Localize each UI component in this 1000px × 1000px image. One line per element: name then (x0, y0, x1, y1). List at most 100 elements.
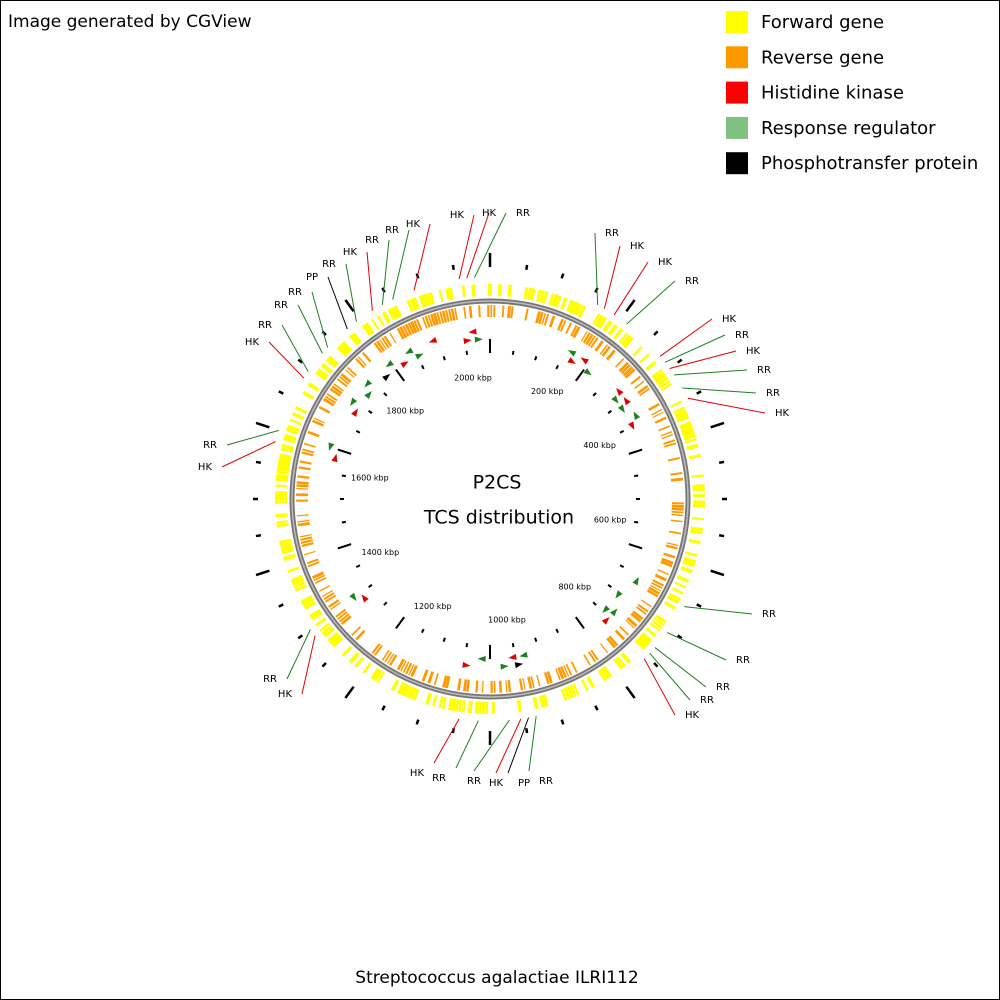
forward-gene (461, 700, 466, 713)
forward-gene (592, 313, 601, 325)
forward-gene (332, 636, 344, 648)
reverse-gene (666, 542, 679, 547)
reverse-gene (307, 561, 320, 568)
reverse-gene (572, 326, 581, 339)
scale-label: 400 kbp (583, 441, 616, 450)
forward-gene (365, 322, 375, 334)
forward-gene (560, 297, 568, 310)
forward-gene (373, 669, 383, 682)
feature-connector (473, 719, 510, 772)
feature-connector (654, 647, 707, 688)
feature-marker (583, 368, 592, 376)
forward-gene (276, 470, 289, 475)
forward-gene (599, 667, 610, 680)
reverse-gene (328, 599, 340, 608)
reverse-gene (444, 676, 451, 689)
forward-gene (403, 684, 411, 697)
forward-gene (516, 699, 523, 713)
outer-tick (255, 534, 262, 538)
reverse-gene (427, 671, 434, 684)
forward-gene (551, 294, 558, 307)
outer-tick (297, 358, 304, 364)
reverse-gene (651, 408, 663, 416)
reverse-gene (303, 442, 316, 448)
feature-label: HK (410, 768, 425, 779)
reverse-gene (648, 586, 660, 595)
feature-marker (331, 453, 338, 463)
feature-marker (414, 353, 424, 360)
scale-tick (465, 643, 469, 648)
reverse-gene (654, 416, 667, 424)
forward-gene (394, 305, 402, 318)
scale-label: 200 kbp (531, 387, 564, 396)
scale-tick (421, 628, 425, 634)
legend-swatch (726, 116, 748, 139)
forward-gene (657, 377, 669, 386)
feature-label: HK (722, 314, 737, 325)
reverse-gene (336, 378, 348, 388)
forward-gene (412, 688, 420, 701)
feature-connector (345, 263, 357, 322)
reverse-gene (442, 675, 448, 688)
feature-connector (603, 245, 621, 309)
reverse-gene (601, 345, 611, 357)
reverse-gene (606, 637, 617, 649)
forward-gene (676, 575, 690, 583)
forward-gene (461, 285, 466, 298)
feature-marker (328, 442, 335, 451)
forward-gene (597, 316, 607, 329)
feature-marker (385, 360, 394, 368)
forward-gene (341, 645, 353, 657)
reverse-gene (301, 541, 314, 547)
reverse-gene (322, 590, 334, 598)
outer-tick (525, 727, 529, 734)
forward-gene (560, 688, 568, 701)
reverse-gene (344, 369, 355, 379)
feature-marker (400, 361, 409, 368)
reverse-gene (301, 451, 314, 457)
reverse-gene (404, 323, 413, 336)
forward-gene (536, 289, 542, 302)
scale-tick (628, 543, 643, 550)
reverse-gene (297, 521, 310, 527)
forward-gene (655, 614, 667, 624)
reverse-gene (361, 351, 372, 363)
feature-marker (628, 421, 635, 430)
forward-gene (653, 371, 665, 382)
forward-gene (688, 538, 701, 545)
forward-gene (311, 612, 323, 621)
scale-tick (341, 474, 346, 478)
forward-gene (451, 698, 457, 712)
reverse-gene (424, 315, 431, 328)
reverse-gene (632, 610, 644, 621)
forward-gene (686, 443, 699, 451)
forward-gene (563, 687, 571, 700)
reverse-gene (340, 615, 352, 625)
reverse-gene (648, 402, 660, 412)
reverse-gene (299, 460, 312, 465)
reverse-gene (649, 584, 662, 592)
reverse-gene (663, 552, 676, 559)
reverse-gene (448, 309, 453, 322)
forward-gene (376, 315, 385, 327)
reverse-gene (614, 357, 625, 368)
forward-gene (321, 624, 333, 635)
reverse-gene (400, 660, 407, 672)
reverse-gene (590, 649, 599, 661)
forward-gene (339, 343, 350, 355)
reverse-gene (637, 603, 649, 613)
feature-marker (361, 594, 369, 603)
forward-gene (497, 284, 502, 297)
feature-label: RR (365, 235, 379, 246)
outer-tick (255, 421, 270, 429)
feature-connector (455, 720, 479, 769)
scale-tick (634, 520, 639, 524)
forward-gene (641, 631, 653, 643)
forward-gene (673, 406, 686, 414)
feature-label: RR (467, 776, 481, 787)
feature-connector (495, 718, 522, 774)
forward-gene (674, 409, 687, 417)
forward-gene (613, 328, 624, 340)
scale-tick (368, 410, 373, 414)
outer-tick (560, 719, 565, 725)
